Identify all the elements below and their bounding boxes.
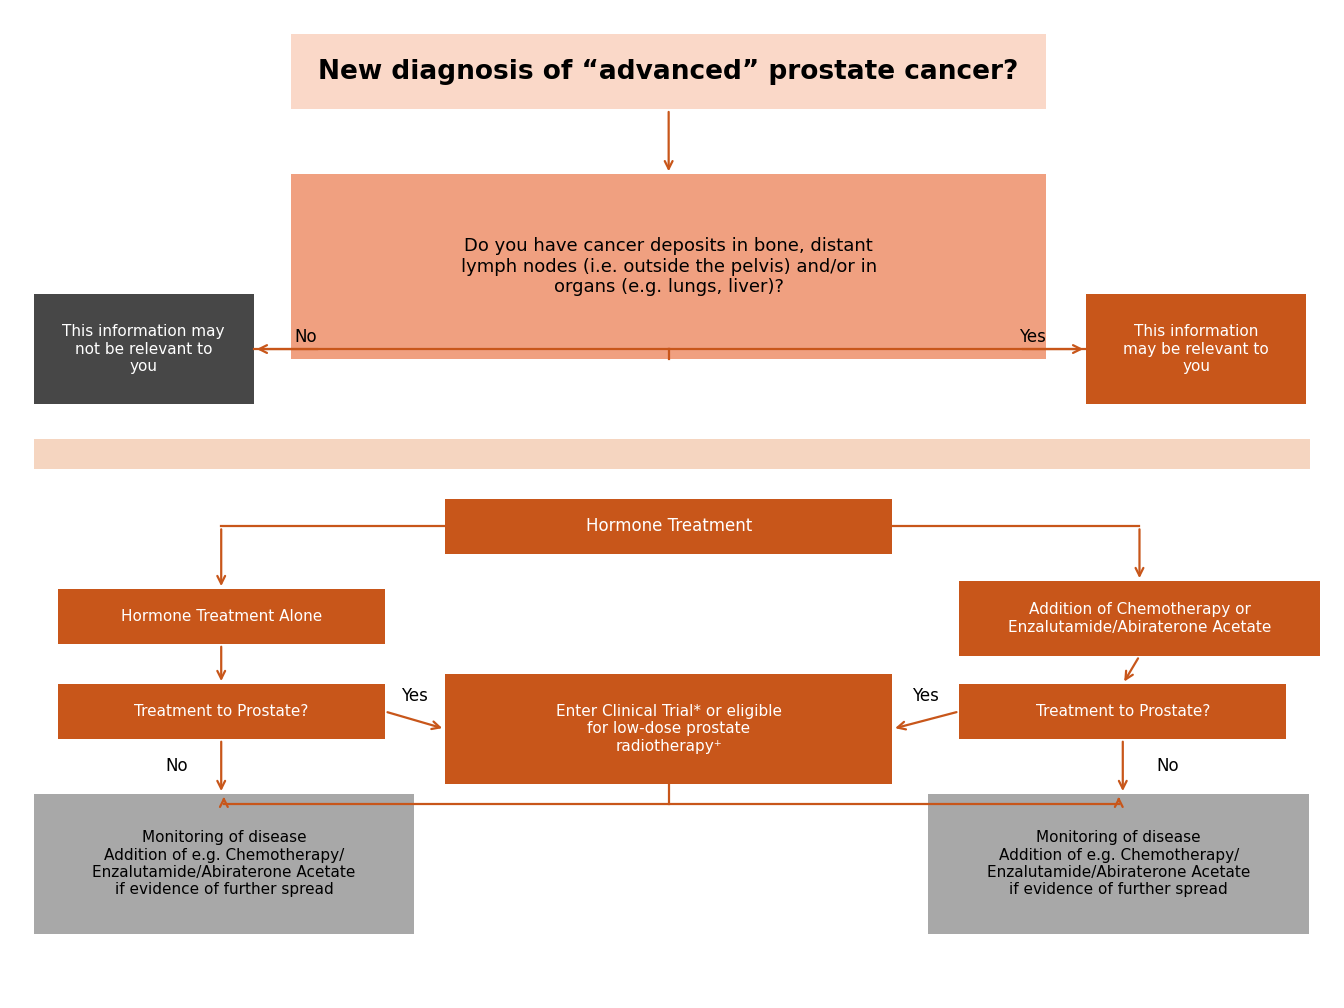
- FancyBboxPatch shape: [960, 581, 1320, 656]
- Text: Treatment to Prostate?: Treatment to Prostate?: [134, 704, 308, 719]
- FancyBboxPatch shape: [929, 794, 1309, 933]
- FancyBboxPatch shape: [292, 174, 1046, 359]
- FancyBboxPatch shape: [34, 294, 254, 404]
- Text: Hormone Treatment: Hormone Treatment: [586, 517, 751, 535]
- Text: No: No: [1156, 757, 1179, 775]
- FancyBboxPatch shape: [292, 34, 1046, 109]
- FancyBboxPatch shape: [34, 439, 1310, 469]
- Text: Addition of Chemotherapy or
Enzalutamide/Abiraterone Acetate: Addition of Chemotherapy or Enzalutamide…: [1008, 602, 1271, 635]
- Text: Enter Clinical Trial* or eligible
for low-dose prostate
radiotherapy⁺: Enter Clinical Trial* or eligible for lo…: [555, 704, 782, 754]
- FancyBboxPatch shape: [58, 589, 384, 644]
- FancyBboxPatch shape: [1086, 294, 1306, 404]
- Text: This information may
not be relevant to
you: This information may not be relevant to …: [62, 325, 224, 374]
- Text: Yes: Yes: [913, 687, 939, 706]
- Text: Yes: Yes: [1019, 328, 1046, 346]
- Text: New diagnosis of “advanced” prostate cancer?: New diagnosis of “advanced” prostate can…: [319, 58, 1019, 85]
- FancyBboxPatch shape: [445, 499, 892, 554]
- Text: Monitoring of disease
Addition of e.g. Chemotherapy/
Enzalutamide/Abiraterone Ac: Monitoring of disease Addition of e.g. C…: [93, 831, 356, 897]
- Text: Yes: Yes: [402, 687, 429, 706]
- Text: Monitoring of disease
Addition of e.g. Chemotherapy/
Enzalutamide/Abiraterone Ac: Monitoring of disease Addition of e.g. C…: [986, 831, 1250, 897]
- Text: Hormone Treatment Alone: Hormone Treatment Alone: [121, 609, 321, 624]
- Text: This information
may be relevant to
you: This information may be relevant to you: [1124, 325, 1269, 374]
- FancyBboxPatch shape: [960, 684, 1286, 739]
- Text: No: No: [294, 328, 317, 346]
- FancyBboxPatch shape: [58, 684, 384, 739]
- FancyBboxPatch shape: [34, 794, 414, 933]
- Text: Do you have cancer deposits in bone, distant
lymph nodes (i.e. outside the pelvi: Do you have cancer deposits in bone, dis…: [461, 237, 876, 296]
- Text: Treatment to Prostate?: Treatment to Prostate?: [1036, 704, 1210, 719]
- Text: No: No: [165, 757, 188, 775]
- FancyBboxPatch shape: [445, 674, 892, 784]
